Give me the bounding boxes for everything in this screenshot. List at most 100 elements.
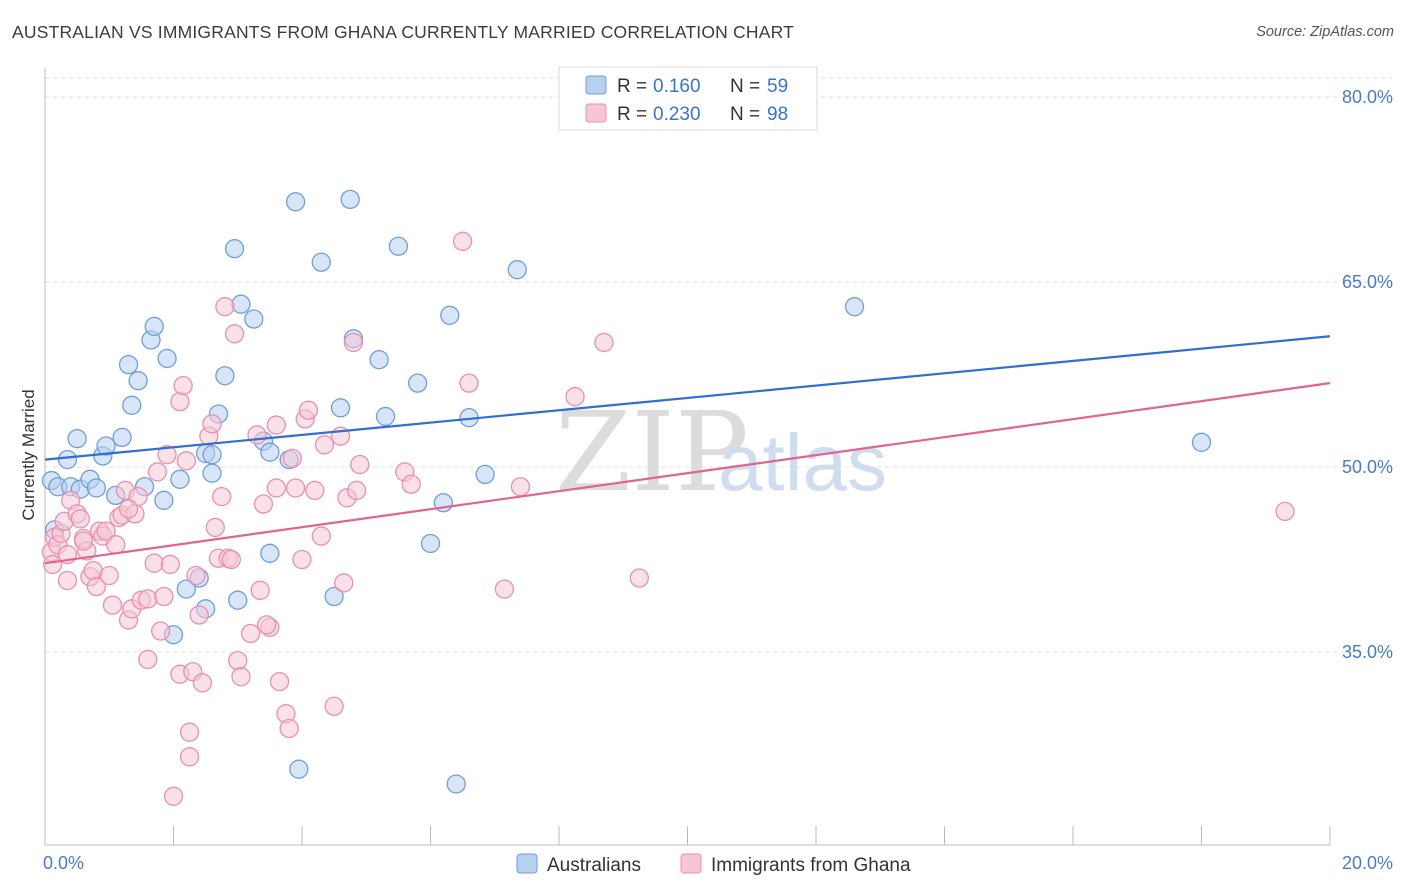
y-tick-labels: 35.0% 50.0% 65.0% 80.0%	[1342, 87, 1393, 662]
bottom-legend-label-australians: Australians	[547, 855, 641, 876]
y-tick-label: 35.0%	[1342, 642, 1393, 662]
x-tick-label: 0.0%	[43, 853, 84, 873]
x-tick-label: 20.0%	[1342, 853, 1393, 873]
bottom-legend-label-ghana: Immigrants from Ghana	[711, 855, 911, 876]
y-tick-label: 50.0%	[1342, 457, 1393, 477]
legend-r-value: 0.230	[653, 104, 701, 125]
bottom-legend-swatch-australians	[516, 853, 538, 874]
source-label: Source: ZipAtlas.com	[1256, 24, 1394, 40]
legend-n-value: 59	[767, 76, 788, 97]
data-point-ghana	[150, 621, 171, 641]
data-point-australians	[244, 309, 264, 329]
data-point-ghana	[99, 565, 119, 586]
data-point-ghana	[266, 415, 286, 435]
data-point-australians	[144, 316, 164, 337]
y-tick-label: 65.0%	[1342, 272, 1393, 292]
data-point-ghana	[240, 623, 261, 644]
data-point-ghana	[73, 531, 94, 551]
data-point-australians	[446, 774, 466, 794]
data-point-ghana	[1275, 501, 1295, 522]
data-point-ghana	[118, 499, 139, 519]
data-point-ghana	[154, 586, 174, 607]
data-point-australians	[86, 478, 107, 498]
data-point-ghana	[228, 650, 248, 671]
data-point-ghana	[334, 573, 354, 593]
data-point-ghana	[343, 332, 364, 353]
data-point-australians	[202, 445, 222, 465]
watermark-zip: ZIP	[555, 388, 749, 516]
data-point-australians	[122, 395, 142, 415]
data-point-ghana	[160, 554, 180, 575]
axes	[44, 68, 1331, 846]
data-point-ghana	[212, 486, 232, 507]
data-point-ghana	[43, 554, 63, 575]
data-point-australians	[475, 464, 495, 485]
data-point-ghana	[253, 494, 274, 514]
data-point-ghana	[285, 478, 306, 498]
data-point-ghana	[494, 579, 515, 599]
legend-r-value: 0.160	[653, 76, 701, 97]
data-point-ghana	[350, 454, 370, 475]
data-point-ghana	[86, 576, 107, 597]
data-point-australians	[215, 366, 235, 386]
data-point-ghana	[269, 671, 290, 692]
data-point-ghana	[186, 565, 206, 586]
data-point-ghana	[346, 480, 367, 501]
data-point-ghana	[282, 448, 303, 469]
data-point-ghana	[176, 451, 197, 471]
data-point-australians	[157, 348, 177, 369]
data-point-ghana	[629, 568, 649, 588]
data-point-australians	[57, 449, 78, 470]
data-point-australians	[369, 350, 389, 370]
watermark: ZIP atlas	[555, 388, 887, 516]
data-point-ghana	[173, 375, 193, 396]
data-point-ghana	[231, 667, 251, 687]
data-point-australians	[170, 469, 190, 489]
data-point-australians	[224, 239, 245, 259]
data-point-ghana	[202, 414, 222, 434]
data-point-australians	[440, 305, 460, 325]
data-point-ghana	[224, 324, 245, 344]
data-point-ghana	[250, 580, 270, 600]
series-ghana-points	[41, 231, 1295, 806]
data-point-ghana	[452, 231, 473, 251]
series-legend: Australians Immigrants from Ghana	[516, 853, 911, 876]
chart-title: AUSTRALIAN VS IMMIGRANTS FROM GHANA CURR…	[12, 22, 795, 42]
data-point-ghana	[189, 605, 209, 625]
data-point-ghana	[83, 560, 103, 581]
data-point-ghana	[70, 509, 90, 529]
data-point-australians	[340, 189, 360, 210]
data-point-ghana	[57, 570, 78, 591]
data-point-australians	[260, 442, 280, 462]
data-point-ghana	[102, 595, 123, 615]
data-point-australians	[289, 759, 309, 779]
y-axis-label: Currently Married	[19, 389, 38, 520]
data-point-ghana	[314, 435, 335, 455]
data-point-ghana	[510, 477, 531, 497]
data-point-australians	[507, 260, 527, 280]
data-point-ghana	[96, 521, 116, 541]
x-tick-labels: 0.0% 20.0%	[43, 853, 1393, 873]
data-point-ghana	[138, 649, 158, 670]
data-point-australians	[154, 490, 174, 510]
data-point-ghana	[247, 425, 267, 445]
data-point-ghana	[138, 589, 158, 609]
data-point-australians	[128, 371, 148, 391]
data-point-ghana	[257, 615, 277, 635]
data-point-australians	[228, 590, 248, 610]
data-point-ghana	[144, 553, 164, 573]
data-point-ghana	[192, 673, 213, 693]
data-point-ghana	[157, 445, 177, 465]
data-point-australians	[407, 373, 428, 393]
data-point-ghana	[565, 387, 585, 407]
data-point-australians	[202, 463, 222, 483]
data-point-australians	[420, 533, 441, 554]
data-point-ghana	[163, 786, 184, 806]
data-point-australians	[324, 586, 344, 607]
legend-n-value: 98	[767, 104, 788, 125]
legend-n-label: N =	[730, 104, 760, 125]
data-point-australians	[112, 427, 132, 448]
y-tick-label: 80.0%	[1342, 87, 1393, 107]
legend-r-label: R =	[617, 104, 647, 125]
trend-line-australians	[44, 335, 1331, 461]
